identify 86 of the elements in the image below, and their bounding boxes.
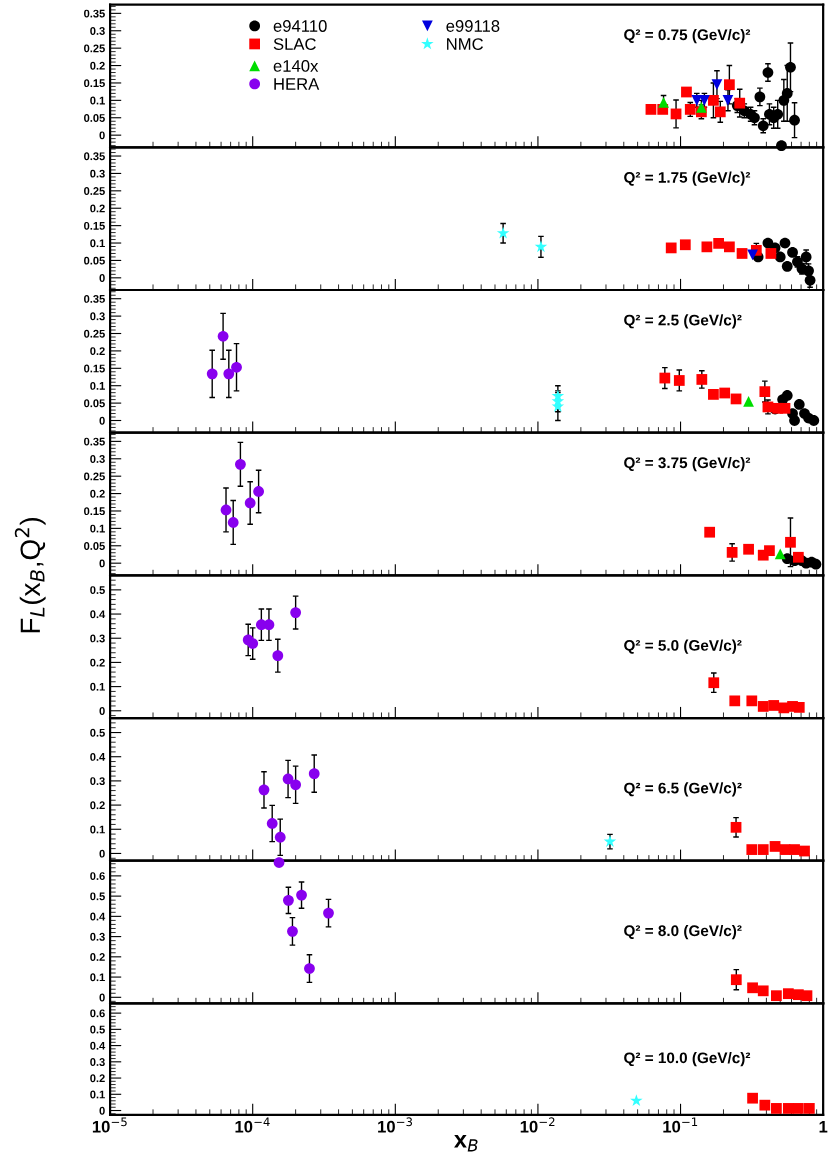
point bbox=[771, 1103, 782, 1114]
y-tick-label: 0.6 bbox=[90, 872, 105, 881]
y-tick-label: 0.2 bbox=[90, 61, 105, 70]
y-tick-label: 0.15 bbox=[84, 364, 105, 373]
y-tick-label: 0.2 bbox=[90, 489, 105, 498]
annotation: Q² = 10.0 (GeV/c)² bbox=[624, 1052, 751, 1067]
y-tick-label: 0.35 bbox=[84, 152, 105, 161]
annotation: Q² = 3.75 (GeV/c)² bbox=[624, 456, 751, 472]
y-tick-label: 0.15 bbox=[84, 79, 105, 88]
y-tick-label: 0.5 bbox=[90, 586, 105, 594]
legend-label: NMC bbox=[447, 38, 484, 50]
y-tick-label: 0.5 bbox=[90, 892, 105, 901]
y-tick-label: 0.3 bbox=[90, 455, 105, 463]
y-tick-label: 0 bbox=[99, 993, 105, 1002]
point bbox=[782, 1103, 794, 1114]
y-tick-label: 0.25 bbox=[84, 472, 105, 481]
y-tick-label: 0.1 bbox=[90, 381, 105, 390]
y-tick-label: 0.05 bbox=[84, 542, 105, 550]
x-tick-label: 1 bbox=[819, 1121, 828, 1133]
y-tick-label: 0.15 bbox=[84, 221, 105, 230]
y-tick-label: 0.2 bbox=[90, 801, 105, 810]
y-tick-label: 0.1 bbox=[90, 96, 105, 105]
y-tick-label: 0.2 bbox=[90, 658, 105, 667]
point bbox=[747, 1092, 758, 1104]
y-tick-label: 0.4 bbox=[90, 912, 106, 921]
y-tick-label: 0.05 bbox=[84, 114, 105, 122]
y-axis-title: F$_{L}$(x$_{B}$,Q$^{2}$) bbox=[14, 517, 46, 633]
point bbox=[792, 1103, 804, 1114]
x-tick-label: 10$^{−2}$ bbox=[520, 1117, 555, 1133]
y-tick-label: 0.5 bbox=[90, 728, 105, 737]
x-tick-label: 10$^{−5}$ bbox=[92, 1117, 127, 1133]
y-tick-label: 0.1 bbox=[90, 825, 105, 834]
y-tick-label: 0.1 bbox=[90, 682, 105, 691]
annotation: Q² = 1.75 (GeV/c)² bbox=[624, 171, 751, 186]
y-tick-label: 0.3 bbox=[90, 169, 105, 178]
point bbox=[803, 1103, 815, 1114]
y-tick-label: 0.1 bbox=[90, 973, 105, 982]
y-tick-label: 0.3 bbox=[90, 634, 105, 643]
y-tick-label: 0.5 bbox=[90, 1025, 105, 1034]
y-tick-label: 0.25 bbox=[84, 329, 105, 338]
legend-label: e99118 bbox=[446, 20, 500, 32]
annotation: Q² = 6.5 (GeV/c)² bbox=[624, 782, 742, 797]
y-tick-label: 0 bbox=[99, 131, 105, 140]
y-tick-label: 0.4 bbox=[90, 1041, 106, 1050]
y-tick-label: 0.6 bbox=[90, 1009, 105, 1018]
y-tick-label: 0.35 bbox=[84, 294, 105, 303]
x-axis-title: x$_{B}$ bbox=[454, 1135, 478, 1152]
legend-label: e140x bbox=[273, 60, 319, 72]
y-tick-label: 0.25 bbox=[84, 44, 105, 53]
y-tick-label: 0.4 bbox=[90, 610, 106, 619]
annotation: Q² = 0.75 (GeV/c)² bbox=[624, 28, 751, 44]
y-tick-label: 0 bbox=[99, 1106, 105, 1115]
y-tick-label: 0.1 bbox=[90, 1090, 105, 1099]
y-tick-label: 0 bbox=[99, 274, 105, 282]
y-tick-label: 0.05 bbox=[84, 399, 105, 408]
y-tick-label: 0.2 bbox=[90, 347, 105, 356]
y-tick-label: 0.2 bbox=[90, 1074, 105, 1083]
y-tick-label: 0.2 bbox=[90, 204, 105, 213]
y-tick-label: 0.3 bbox=[90, 1058, 105, 1066]
y-tick-label: 0 bbox=[99, 849, 105, 858]
legend-label: HERA bbox=[274, 78, 320, 90]
x-tick-label: 10$^{−4}$ bbox=[235, 1117, 270, 1133]
y-tick-label: 0.3 bbox=[90, 312, 105, 321]
point bbox=[759, 1099, 771, 1111]
y-tick-label: 0.3 bbox=[90, 27, 105, 35]
x-tick-label: 10$^{−1}$ bbox=[663, 1117, 698, 1133]
y-tick-label: 0 bbox=[99, 707, 105, 715]
y-tick-label: 0.3 bbox=[90, 932, 105, 941]
y-tick-label: 0.1 bbox=[90, 524, 105, 533]
annotation: Q² = 5.0 (GeV/c)² bbox=[624, 639, 742, 654]
annotation: Q² = 8.0 (GeV/c)² bbox=[624, 924, 742, 940]
y-tick-label: 0.2 bbox=[90, 953, 105, 961]
y-tick-label: 0.3 bbox=[90, 777, 105, 786]
y-tick-label: 0.05 bbox=[84, 256, 105, 265]
legend-label: e94110 bbox=[273, 20, 327, 32]
y-tick-label: 0.25 bbox=[84, 187, 105, 195]
x-tick-label: 10$^{−3}$ bbox=[378, 1117, 413, 1133]
y-tick-label: 0.4 bbox=[90, 752, 106, 761]
y-tick-label: 0.35 bbox=[84, 437, 105, 446]
y-tick-label: 0.1 bbox=[90, 239, 105, 248]
y-tick-label: 0.35 bbox=[84, 9, 105, 18]
annotation: Q² = 2.5 (GeV/c)² bbox=[624, 314, 742, 329]
legend-label: SLAC bbox=[273, 38, 316, 50]
y-tick-label: 0 bbox=[99, 416, 105, 425]
y-tick-label: 0 bbox=[99, 559, 105, 568]
y-tick-label: 0.15 bbox=[84, 507, 105, 516]
